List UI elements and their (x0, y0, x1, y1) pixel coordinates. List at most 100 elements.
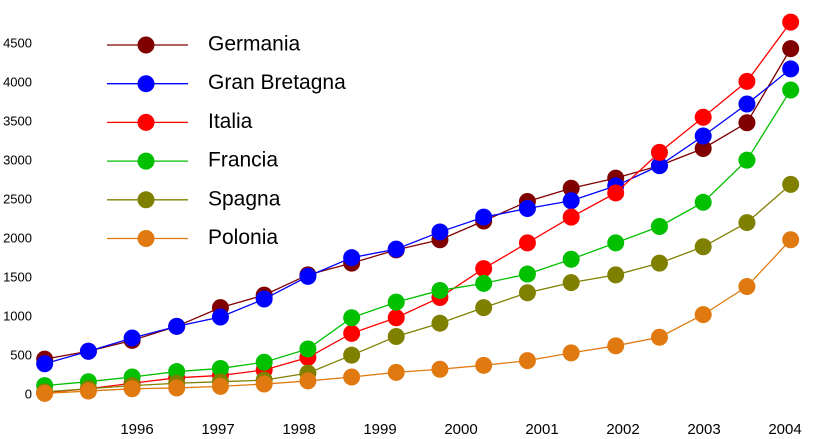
point (518, 265, 536, 283)
legend-marker (137, 191, 155, 209)
point (607, 184, 625, 202)
point (562, 344, 580, 362)
y-tick-label: 1000 (3, 308, 32, 323)
point (387, 309, 405, 327)
point (562, 274, 580, 292)
point (475, 208, 493, 226)
y-tick-label: 1500 (3, 269, 32, 284)
point (650, 157, 668, 175)
point (211, 308, 229, 326)
point (518, 284, 536, 302)
point (255, 375, 273, 393)
y-tick-label: 2000 (3, 230, 32, 245)
point (168, 363, 186, 381)
point (650, 328, 668, 346)
y-tick-label: 2500 (3, 191, 32, 206)
series-line (44, 48, 792, 360)
point (79, 342, 97, 360)
point (738, 95, 756, 113)
point (431, 281, 449, 299)
point (475, 356, 493, 374)
point (562, 250, 580, 268)
y-tick-label: 4500 (3, 35, 32, 50)
point (475, 260, 493, 278)
point (694, 238, 712, 256)
x-tick-label: 1999 (363, 421, 396, 438)
point (607, 234, 625, 252)
point (255, 353, 273, 371)
point (562, 179, 580, 197)
point (475, 274, 493, 292)
point (694, 306, 712, 324)
x-tick-label: 2003 (687, 421, 720, 438)
point (518, 352, 536, 370)
point (518, 234, 536, 252)
point (738, 72, 756, 90)
series-line (44, 21, 792, 394)
point (694, 108, 712, 126)
legend-label: Germania (208, 33, 301, 56)
point (168, 317, 186, 335)
point (782, 60, 800, 78)
point (562, 208, 580, 226)
x-tick-label: 1998 (282, 421, 315, 438)
point (36, 355, 54, 373)
y-tick-label: 3000 (3, 152, 32, 167)
point (650, 217, 668, 235)
point (387, 240, 405, 258)
point (387, 327, 405, 345)
point (694, 193, 712, 211)
point (475, 299, 493, 317)
point (168, 379, 186, 397)
point (299, 340, 317, 358)
point (79, 382, 97, 400)
point (782, 81, 800, 99)
point (211, 359, 229, 377)
point (782, 231, 800, 249)
x-tick-label: 2002 (606, 421, 639, 438)
point (123, 329, 141, 347)
point (123, 380, 141, 398)
point (607, 266, 625, 284)
x-tick-label: 1997 (201, 421, 234, 438)
point (431, 223, 449, 241)
point (431, 314, 449, 332)
point (562, 192, 580, 210)
point (782, 40, 800, 58)
legend-label: Spagna (208, 187, 281, 210)
legend-marker (137, 113, 155, 131)
point (255, 290, 273, 308)
x-tick-label: 2001 (525, 421, 558, 438)
y-tick-label: 3500 (3, 113, 32, 128)
point (387, 363, 405, 381)
x-tick-label: 2004 (768, 421, 801, 438)
point (782, 13, 800, 31)
point (36, 384, 54, 402)
point (694, 139, 712, 157)
x-tick-label: 1996 (120, 421, 153, 438)
point (387, 293, 405, 311)
point (650, 254, 668, 272)
point (343, 324, 361, 342)
series-line (44, 239, 792, 395)
point (299, 372, 317, 390)
point (518, 200, 536, 218)
point (431, 360, 449, 378)
y-tick-label: 0 (25, 386, 32, 401)
point (343, 309, 361, 327)
point (738, 151, 756, 169)
legend-marker (137, 75, 155, 93)
y-tick-label: 4000 (3, 74, 32, 89)
point (738, 114, 756, 132)
legend-label: Francia (208, 149, 278, 172)
x-tick-label: 2000 (444, 421, 477, 438)
point (782, 175, 800, 193)
point (650, 143, 668, 161)
point (211, 377, 229, 395)
legend-label: Gran Bretagna (208, 71, 346, 94)
legend-marker (137, 36, 155, 54)
legend-label: Italia (208, 110, 253, 133)
y-tick-label: 500 (10, 347, 32, 362)
point (299, 267, 317, 285)
